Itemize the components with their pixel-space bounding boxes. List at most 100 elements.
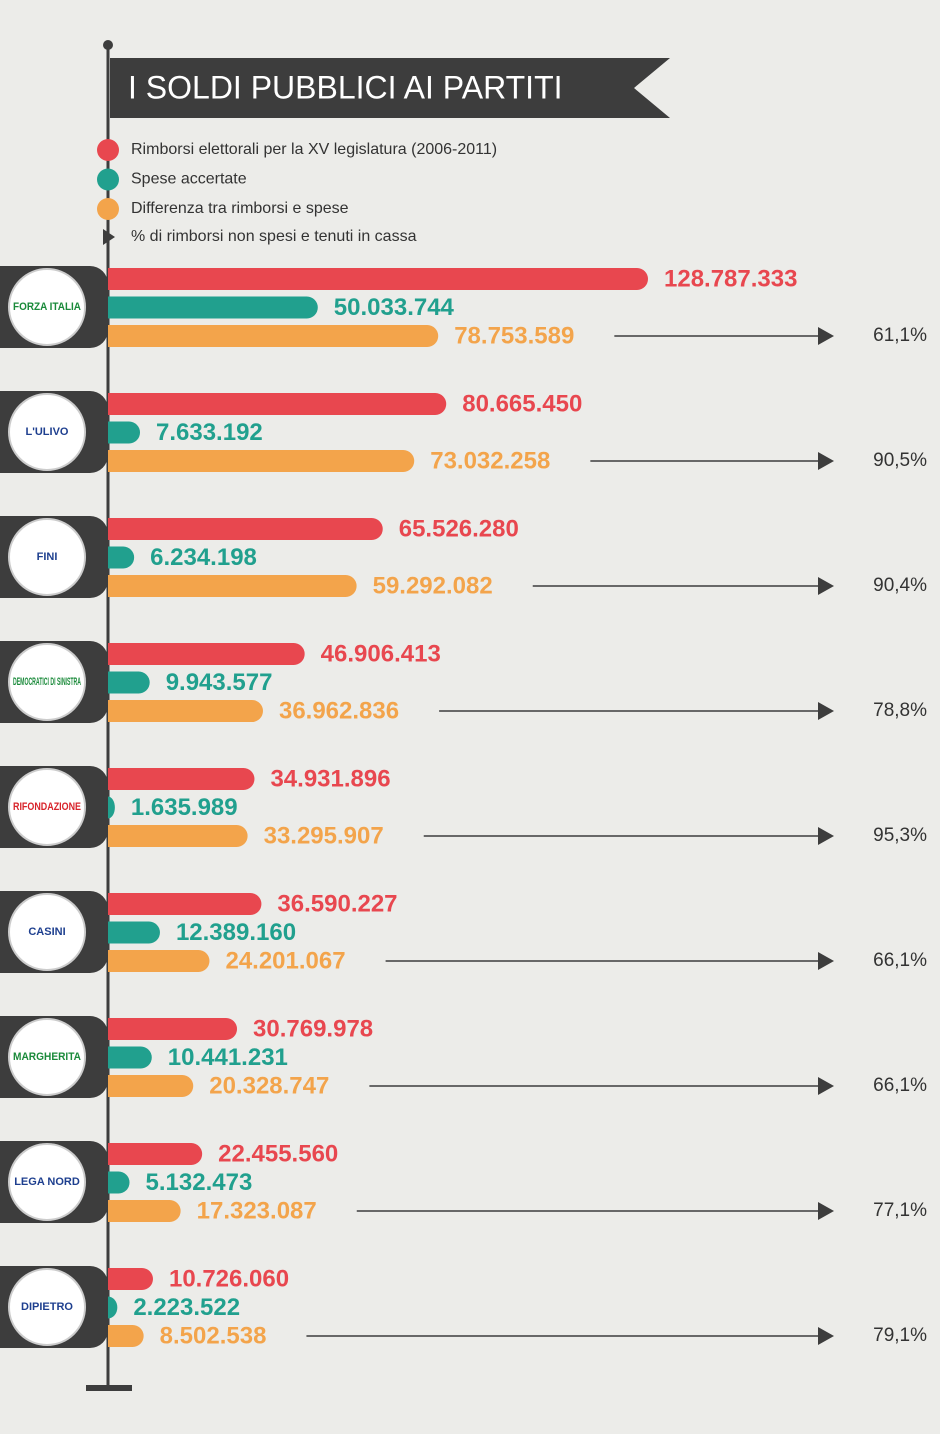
value-label: 33.295.907 — [264, 822, 384, 849]
bar — [108, 268, 648, 290]
bar — [108, 450, 415, 472]
share-arrowhead — [818, 327, 834, 345]
share-arrowhead — [818, 1202, 834, 1220]
bar — [108, 296, 318, 319]
bar — [108, 575, 357, 597]
value-label: 1.635.989 — [131, 794, 238, 821]
value-label: 36.962.836 — [279, 697, 399, 724]
legend-label: % di rimborsi non spesi e tenuti in cass… — [131, 228, 417, 245]
value-label: 5.132.473 — [146, 1169, 253, 1196]
category-label: DEMOCRATICI DI SINISTRA — [13, 676, 81, 688]
bar — [108, 700, 263, 722]
value-label: 59.292.082 — [373, 572, 493, 599]
legend-label: Rimborsi elettorali per la XV legislatur… — [131, 141, 497, 158]
value-label: 22.455.560 — [218, 1140, 338, 1167]
bar — [108, 518, 383, 540]
logo — [8, 1018, 86, 1096]
legend-swatch — [97, 198, 119, 220]
logo — [8, 768, 86, 846]
legend-arrow — [103, 229, 115, 245]
share-label: 78,8% — [873, 700, 927, 721]
bar — [108, 393, 447, 415]
bar — [108, 1018, 238, 1040]
share-label: 90,5% — [873, 450, 927, 471]
bar — [108, 1296, 118, 1319]
bar — [108, 546, 135, 569]
category-label: FINI — [37, 551, 58, 563]
share-arrowhead — [818, 827, 834, 845]
legend-label: Differenza tra rimborsi e spese — [131, 200, 349, 217]
share-arrowhead — [818, 702, 834, 720]
bar — [108, 671, 150, 694]
value-label: 20.328.747 — [209, 1072, 329, 1099]
legend-label: Spese accertate — [131, 171, 247, 188]
share-arrowhead — [818, 452, 834, 470]
chart-title: I SOLDI PUBBLICI AI PARTITI — [128, 69, 563, 105]
value-label: 10.441.231 — [168, 1044, 288, 1071]
value-label: 78.753.589 — [454, 322, 574, 349]
bar — [108, 1325, 144, 1347]
share-arrowhead — [818, 1077, 834, 1095]
category-label: RIFONDAZIONE — [13, 801, 81, 813]
bar — [108, 1075, 194, 1097]
logo — [8, 518, 86, 596]
axis-base — [86, 1385, 132, 1391]
bar — [108, 950, 210, 972]
bar — [108, 893, 262, 915]
value-label: 80.665.450 — [462, 390, 582, 417]
logo — [8, 1143, 86, 1221]
value-label: 2.223.522 — [133, 1294, 240, 1321]
logo — [8, 643, 86, 721]
category-label: L'ULIVO — [26, 426, 69, 438]
logo — [8, 393, 86, 471]
share-label: 66,1% — [873, 950, 927, 971]
bar — [108, 768, 255, 790]
legend-swatch — [97, 139, 119, 161]
logo — [8, 893, 86, 971]
bar — [108, 921, 160, 944]
value-label: 73.032.258 — [430, 447, 550, 474]
share-label: 95,3% — [873, 825, 927, 846]
bar — [108, 643, 305, 665]
value-label: 10.726.060 — [169, 1265, 289, 1292]
bar — [108, 1171, 130, 1194]
value-label: 24.201.067 — [225, 947, 345, 974]
logo — [8, 268, 86, 346]
axis-dot — [103, 40, 113, 50]
category-label: DIPIETRO — [21, 1301, 73, 1313]
value-label: 30.769.978 — [253, 1015, 373, 1042]
category-label: FORZA ITALIA — [13, 301, 81, 313]
bar — [108, 1268, 153, 1290]
bar — [108, 421, 141, 444]
bar — [108, 325, 439, 347]
value-label: 50.033.744 — [334, 294, 455, 321]
value-label: 128.787.333 — [664, 265, 797, 292]
bar — [108, 1200, 181, 1222]
value-label: 9.943.577 — [166, 669, 273, 696]
bar — [108, 825, 248, 847]
value-label: 65.526.280 — [399, 515, 519, 542]
value-label: 12.389.160 — [176, 919, 296, 946]
category-label: MARGHERITA — [13, 1051, 81, 1063]
value-label: 17.323.087 — [197, 1197, 317, 1224]
logo — [8, 1268, 86, 1346]
share-arrowhead — [818, 952, 834, 970]
value-label: 8.502.538 — [160, 1322, 267, 1349]
bar — [108, 796, 115, 819]
share-label: 79,1% — [873, 1325, 927, 1346]
share-label: 66,1% — [873, 1075, 927, 1096]
value-label: 36.590.227 — [277, 890, 397, 917]
value-label: 46.906.413 — [321, 640, 441, 667]
category-label: CASINI — [28, 926, 65, 938]
value-label: 6.234.198 — [150, 544, 257, 571]
share-arrowhead — [818, 577, 834, 595]
bar — [108, 1143, 203, 1165]
value-label: 7.633.192 — [156, 419, 263, 446]
category-label: LEGA NORD — [14, 1176, 80, 1188]
bar — [108, 1046, 152, 1069]
share-arrowhead — [818, 1327, 834, 1345]
value-label: 34.931.896 — [270, 765, 390, 792]
legend-swatch — [97, 168, 119, 191]
